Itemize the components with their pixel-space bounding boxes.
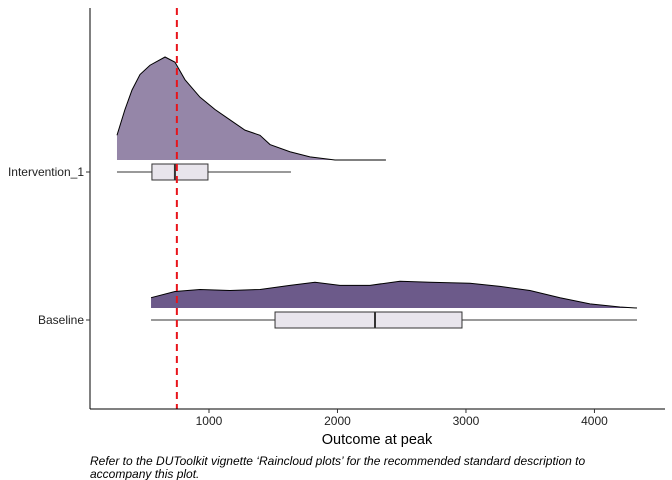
y-tick-label: Intervention_1 — [8, 165, 84, 179]
density-outline — [150, 280, 638, 309]
x-tick-label: 4000 — [581, 414, 608, 428]
density-cloud-intervention_1 — [116, 57, 386, 160]
box — [274, 311, 463, 329]
caption-line-2: accompany this plot. — [90, 467, 199, 480]
box — [151, 163, 209, 181]
x-tick-label: 2000 — [324, 414, 351, 428]
caption-line-1: Refer to the DUToolkit vignette ‘Rainclo… — [90, 454, 585, 468]
x-ticks: 1000 2000 3000 4000 — [196, 409, 608, 428]
density-cloud-baseline — [151, 281, 637, 308]
y-ticks: Intervention_1 Baseline — [8, 165, 90, 327]
x-axis-label: Outcome at peak — [322, 432, 433, 448]
x-tick-label: 1000 — [196, 414, 223, 428]
plot-area — [116, 8, 638, 409]
y-tick-label: Baseline — [38, 313, 84, 327]
x-tick-label: 3000 — [453, 414, 480, 428]
density-outline — [116, 56, 386, 161]
